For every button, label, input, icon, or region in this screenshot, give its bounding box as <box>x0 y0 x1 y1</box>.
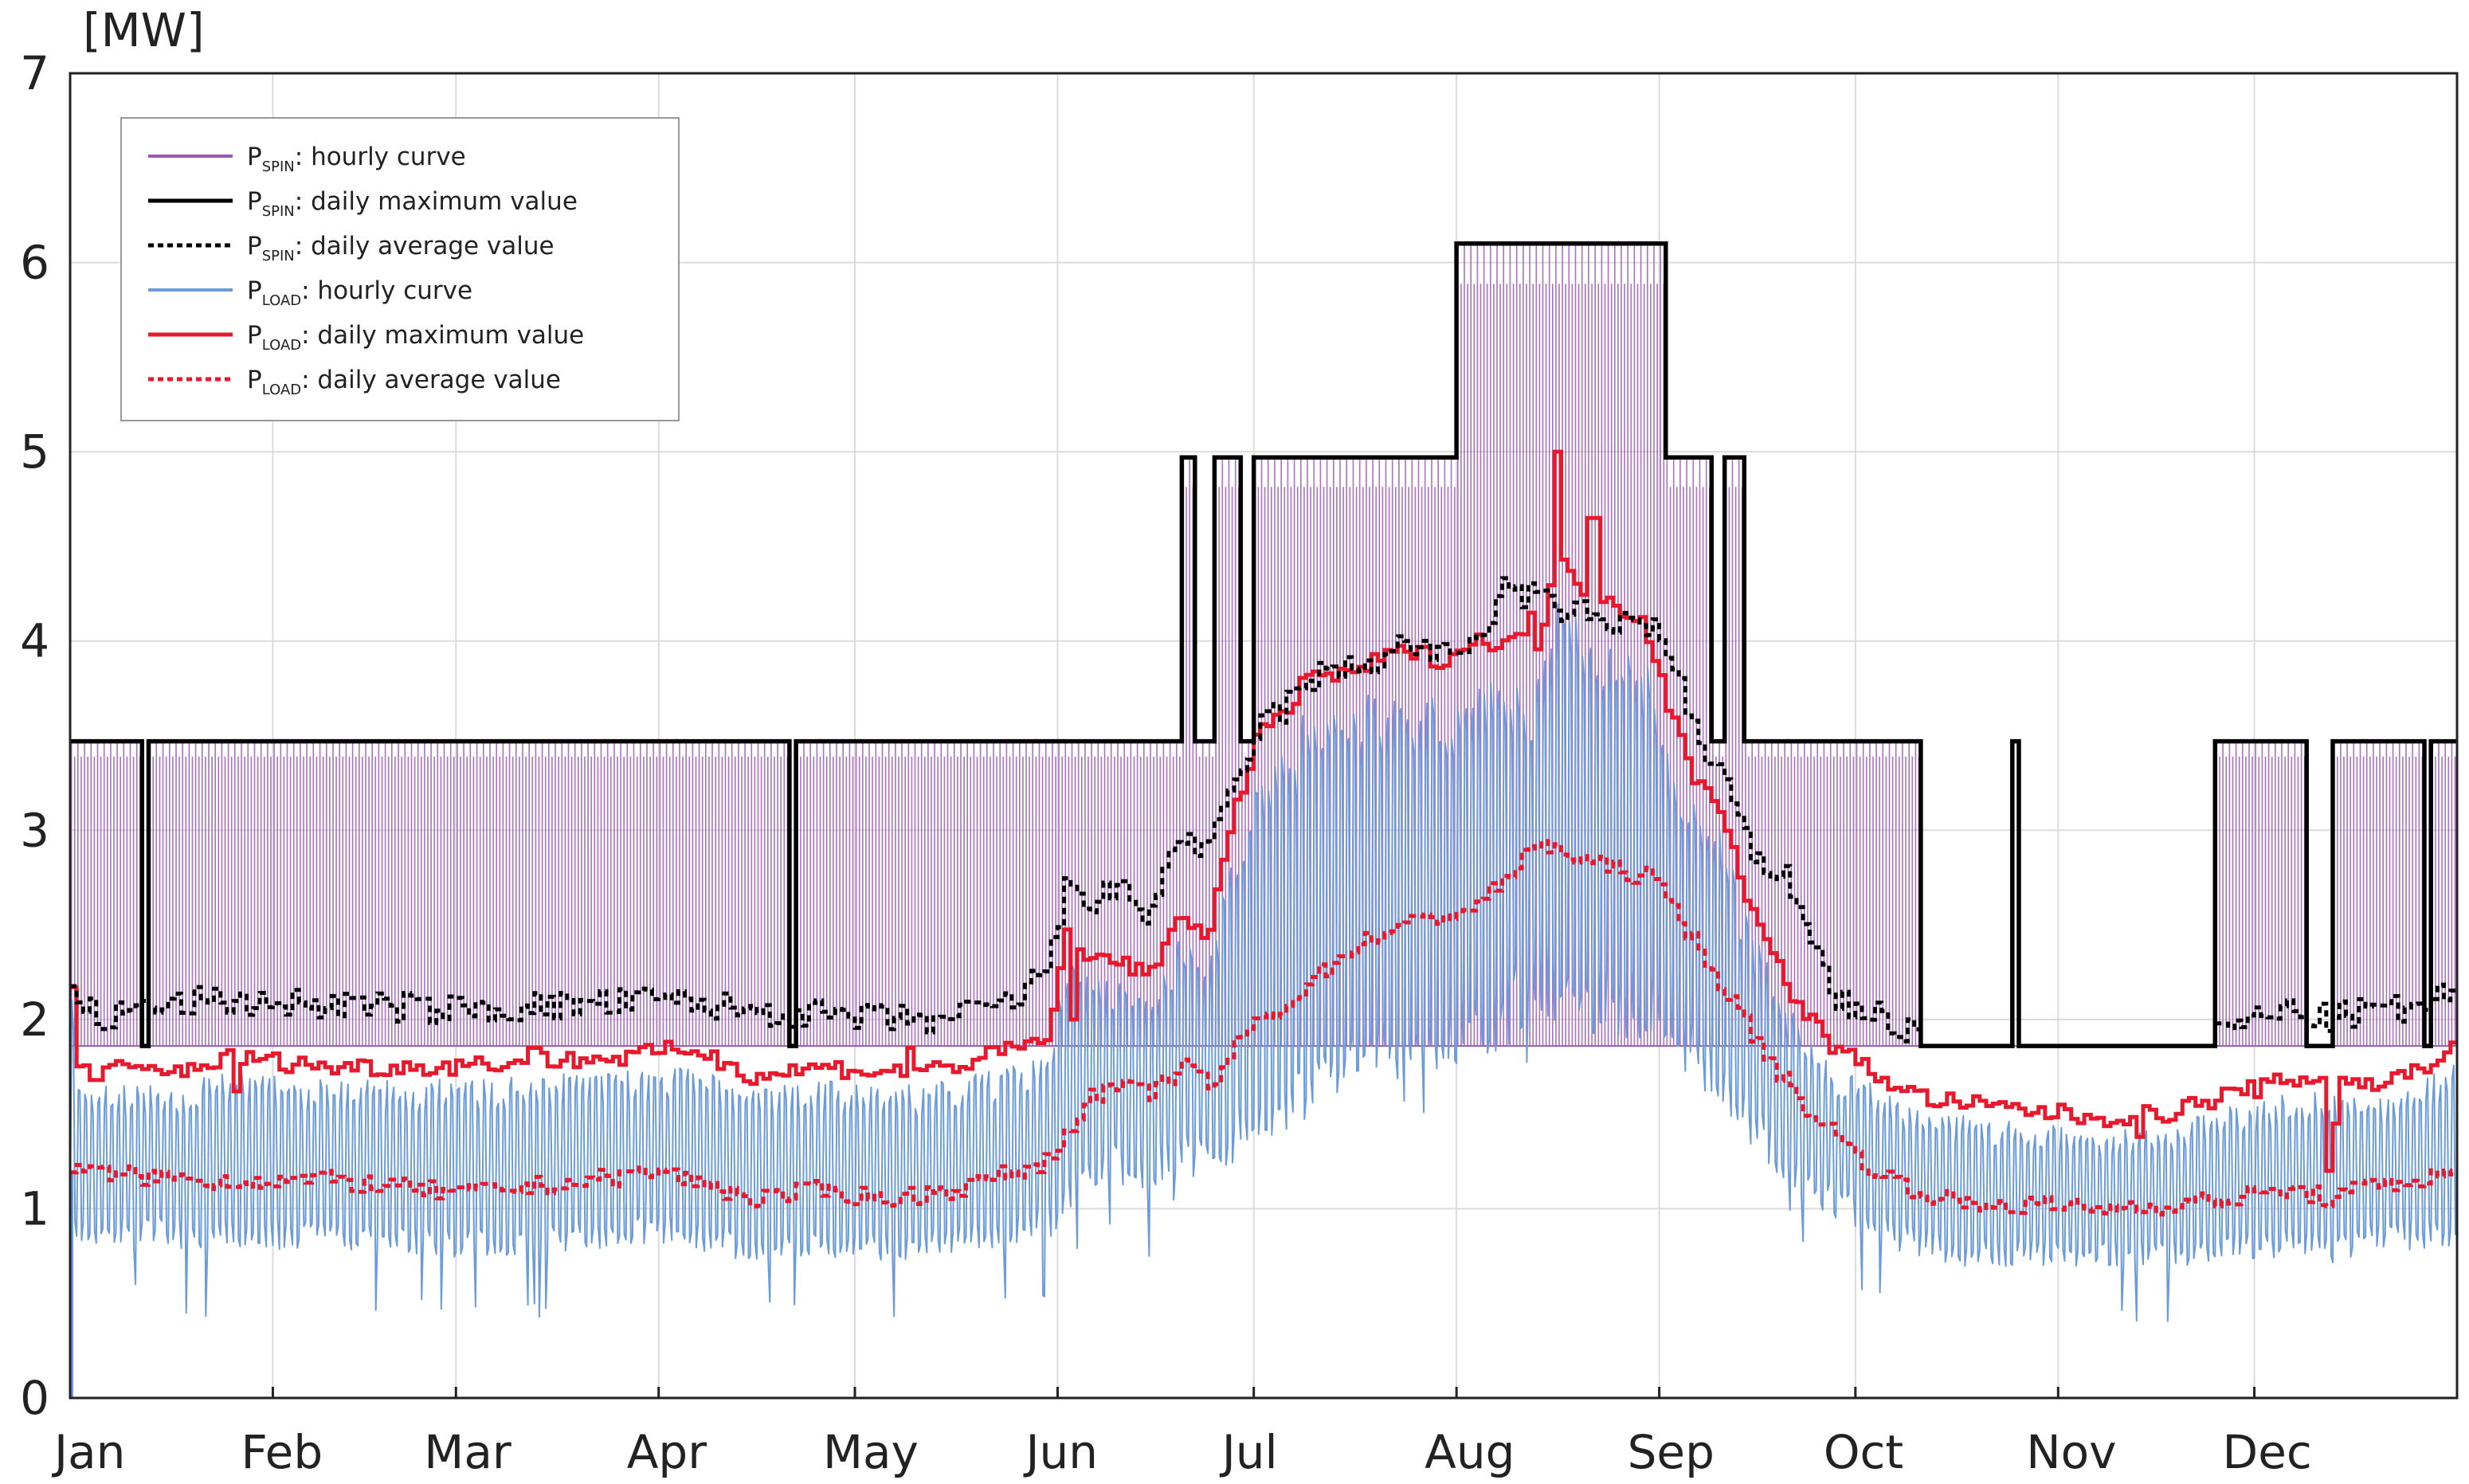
x-tick-label: Nov <box>2026 1425 2116 1479</box>
legend-entry-subscript: SPIN <box>262 203 295 220</box>
legend-entry-text: : daily average value <box>301 366 561 394</box>
load-daily-maximum-line <box>70 449 2457 1173</box>
legend-entry-symbol: P <box>247 366 262 394</box>
y-tick-label: 2 <box>20 993 49 1047</box>
spin-daily-maximum-line <box>70 241 2457 1048</box>
legend-entry-text: : hourly curve <box>301 276 472 305</box>
x-tick-label: Jul <box>1220 1425 1278 1479</box>
x-axis: Jan Feb Mar Apr May Jun Jul Aug Sep Oct Nov Dec <box>52 1387 2312 1479</box>
y-axis: 0 1 2 3 4 5 6 7 <box>20 46 49 1425</box>
x-tick-label: Apr <box>627 1425 707 1479</box>
legend-entry-subscript: LOAD <box>262 292 301 309</box>
legend-entry-text: : daily maximum value <box>295 187 578 216</box>
y-axis-unit-label: [MW] <box>83 3 205 57</box>
legend-entry-2: PSPIN: daily maximum value <box>247 187 578 220</box>
legend-entry-4: PLOAD: hourly curve <box>247 276 472 309</box>
legend-entry-5: PLOAD: daily maximum value <box>247 321 584 354</box>
legend-entry-text: : daily maximum value <box>301 321 584 350</box>
y-tick-label: 1 <box>20 1181 49 1235</box>
x-tick-label: Jun <box>1023 1425 1098 1479</box>
x-tick-label: Sep <box>1628 1425 1715 1479</box>
legend-entry-3: PSPIN: daily average value <box>247 232 555 264</box>
legend-entry-subscript: SPIN <box>262 159 295 175</box>
legend-entry-6: PLOAD: daily average value <box>247 366 561 398</box>
legend-box <box>120 117 680 421</box>
x-tick-label: Aug <box>1425 1425 1515 1479</box>
spin-daily-average-line <box>70 576 2457 1043</box>
legend-entry-subscript: SPIN <box>262 248 295 264</box>
legend-entry-symbol: P <box>247 187 262 216</box>
x-tick-label: Mar <box>424 1425 511 1479</box>
y-tick-label: 7 <box>20 46 49 100</box>
load-daily-average-line <box>70 839 2457 1217</box>
y-tick-label: 3 <box>20 803 49 857</box>
legend-entry-subscript: LOAD <box>262 337 301 354</box>
legend-entry-symbol: P <box>247 321 262 350</box>
x-tick-label: May <box>823 1425 919 1479</box>
legend-entry-subscript: LOAD <box>262 382 301 398</box>
legend-entry-symbol: P <box>247 276 262 305</box>
x-tick-label: Dec <box>2223 1425 2312 1479</box>
legend-entry-text: : hourly curve <box>295 143 466 171</box>
y-tick-label: 4 <box>20 614 49 668</box>
y-tick-label: 5 <box>20 425 49 479</box>
series-lines <box>70 241 2457 1217</box>
load-hourly-curve <box>69 603 2456 1322</box>
y-tick-label: 0 <box>20 1371 49 1425</box>
y-tick-label: 6 <box>20 236 49 290</box>
spin-hourly-curve <box>70 243 2456 1047</box>
hourly-curves <box>69 243 2457 1398</box>
legend-entry-1: PSPIN: hourly curve <box>247 143 466 175</box>
x-tick-label: Jan <box>52 1425 125 1479</box>
x-tick-label: Oct <box>1824 1425 1903 1479</box>
legend-entry-symbol: P <box>247 143 262 171</box>
legend-entry-text: : daily average value <box>295 232 555 260</box>
axes-frame <box>69 72 2459 1400</box>
x-tick-label: Feb <box>241 1425 323 1479</box>
legend-entry-symbol: P <box>247 232 262 260</box>
